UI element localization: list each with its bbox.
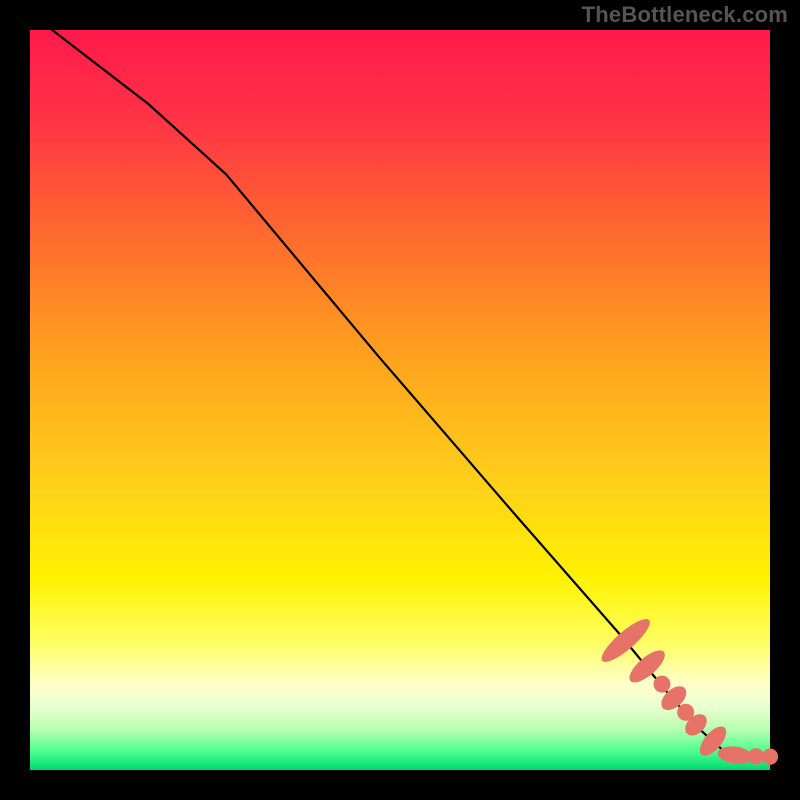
chart-stage: TheBottleneck.com xyxy=(0,0,800,800)
curve-marker xyxy=(653,676,670,693)
chart-svg xyxy=(0,0,800,800)
curve-marker xyxy=(762,749,778,765)
watermark-label: TheBottleneck.com xyxy=(582,2,788,28)
curve-marker xyxy=(748,748,764,764)
